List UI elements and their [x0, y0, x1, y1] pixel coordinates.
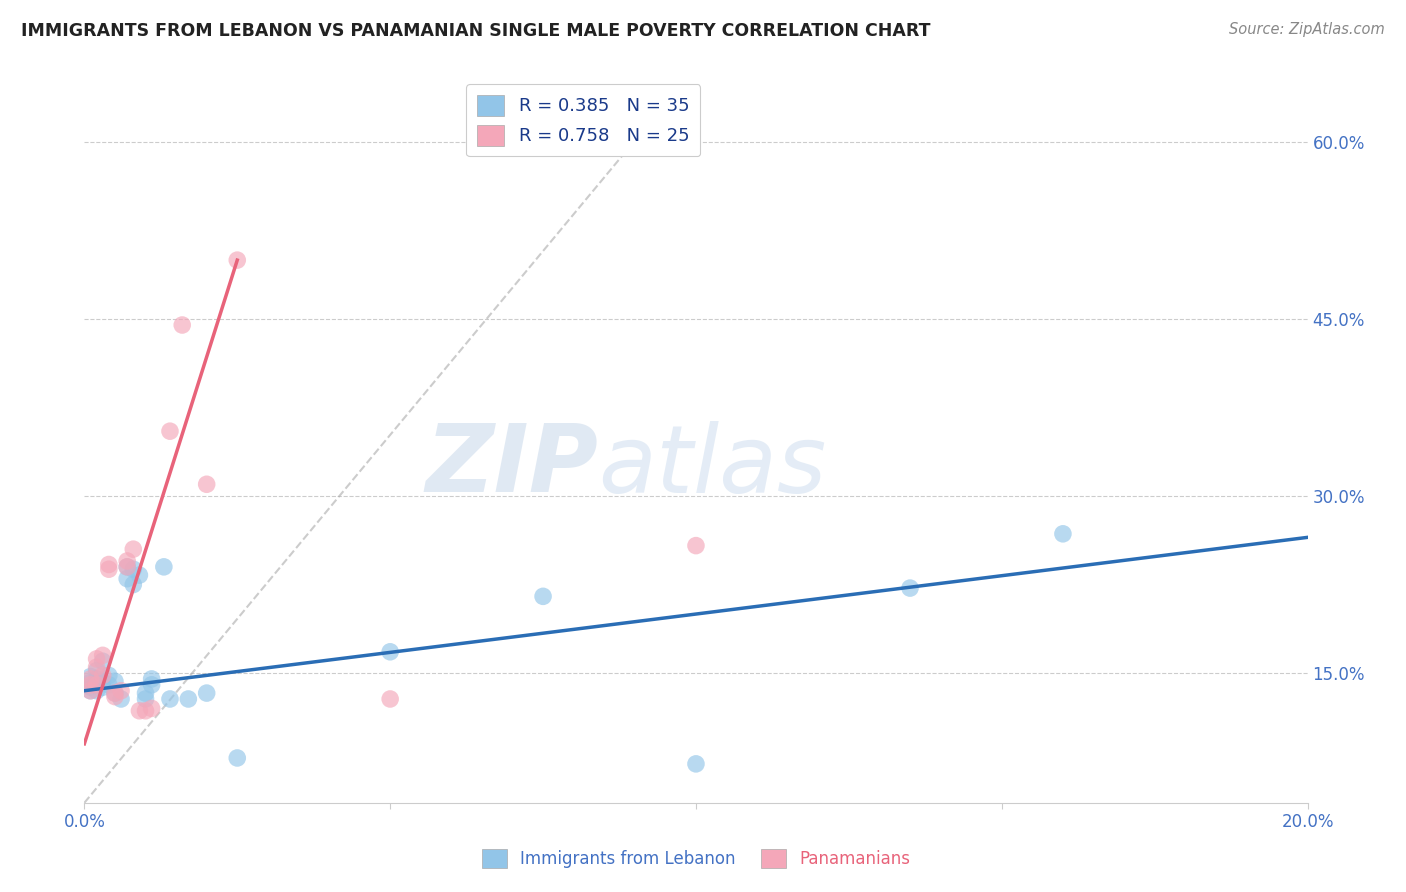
Point — [115, 559, 138, 574]
Point — [159, 692, 181, 706]
Point — [79, 675, 101, 690]
Point — [226, 751, 249, 765]
Text: ZIP: ZIP — [425, 420, 598, 512]
Point — [153, 559, 176, 574]
Point — [226, 253, 249, 268]
Point — [91, 654, 114, 668]
Point — [115, 554, 138, 568]
Point — [97, 678, 120, 692]
Point — [135, 686, 157, 700]
Point — [104, 690, 127, 704]
Point — [79, 669, 101, 683]
Text: atlas: atlas — [598, 421, 827, 512]
Point — [110, 692, 132, 706]
Text: IMMIGRANTS FROM LEBANON VS PANAMANIAN SINGLE MALE POVERTY CORRELATION CHART: IMMIGRANTS FROM LEBANON VS PANAMANIAN SI… — [21, 22, 931, 40]
Point — [172, 318, 194, 332]
Point — [86, 652, 108, 666]
Point — [1052, 526, 1074, 541]
Point — [141, 672, 163, 686]
Point — [104, 674, 127, 689]
Point — [86, 664, 108, 678]
Point — [380, 645, 402, 659]
Point — [91, 674, 114, 689]
Point — [195, 686, 218, 700]
Point — [86, 660, 108, 674]
Point — [685, 756, 707, 771]
Point — [141, 701, 163, 715]
Point — [195, 477, 218, 491]
Point — [685, 539, 707, 553]
Point — [91, 680, 114, 694]
Point — [110, 683, 132, 698]
Point — [115, 572, 138, 586]
Point — [122, 562, 145, 576]
Point — [898, 581, 921, 595]
Point — [97, 668, 120, 682]
Point — [104, 686, 127, 700]
Point — [122, 542, 145, 557]
Text: Source: ZipAtlas.com: Source: ZipAtlas.com — [1229, 22, 1385, 37]
Point — [104, 686, 127, 700]
Point — [97, 562, 120, 576]
Point — [135, 692, 157, 706]
Point — [128, 704, 150, 718]
Point — [531, 590, 554, 604]
Point — [177, 692, 200, 706]
Point — [97, 558, 120, 572]
Point — [122, 577, 145, 591]
Point — [141, 678, 163, 692]
Point — [79, 683, 101, 698]
Point — [380, 692, 402, 706]
Point — [79, 683, 101, 698]
Point — [86, 678, 108, 692]
Point — [115, 559, 138, 574]
Point — [135, 704, 157, 718]
Point — [86, 683, 108, 698]
Point — [86, 672, 108, 686]
Legend: Immigrants from Lebanon, Panamanians: Immigrants from Lebanon, Panamanians — [475, 842, 917, 875]
Point — [128, 568, 150, 582]
Point — [79, 678, 101, 692]
Point — [79, 672, 101, 686]
Point — [159, 424, 181, 438]
Point — [86, 678, 108, 692]
Point — [91, 648, 114, 663]
Point — [79, 680, 101, 694]
Point — [91, 668, 114, 682]
